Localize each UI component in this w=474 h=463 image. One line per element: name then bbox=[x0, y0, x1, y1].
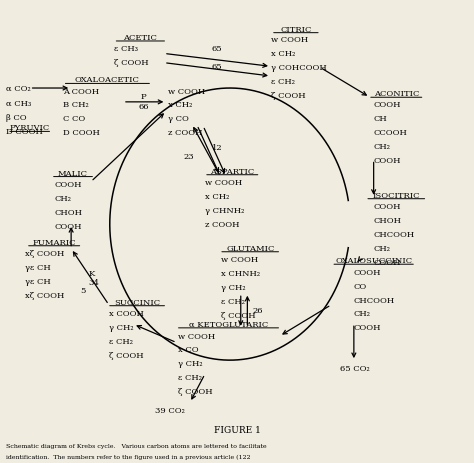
Text: COOH: COOH bbox=[374, 203, 401, 211]
Text: D COOH: D COOH bbox=[63, 129, 100, 137]
Text: γε CH: γε CH bbox=[25, 277, 51, 286]
Text: CH₂: CH₂ bbox=[54, 194, 71, 203]
Text: α CO₂: α CO₂ bbox=[6, 85, 31, 93]
Text: identification.  The numbers refer to the figure used in a previous article (122: identification. The numbers refer to the… bbox=[6, 453, 251, 458]
Text: COOH: COOH bbox=[354, 269, 382, 276]
Text: A COOH: A COOH bbox=[63, 88, 99, 95]
Text: CHCOOH: CHCOOH bbox=[354, 296, 395, 304]
Text: ζ COOH: ζ COOH bbox=[109, 351, 144, 359]
Text: α CH₃: α CH₃ bbox=[6, 100, 31, 108]
Text: w COOH: w COOH bbox=[221, 256, 258, 264]
Text: 65: 65 bbox=[212, 45, 222, 53]
Text: γ CO: γ CO bbox=[168, 115, 189, 123]
Text: CHOH: CHOH bbox=[374, 217, 401, 225]
Text: D COOH: D COOH bbox=[6, 127, 43, 136]
Text: x CH₂: x CH₂ bbox=[168, 101, 192, 109]
Text: ISOCITRIC: ISOCITRIC bbox=[373, 191, 420, 199]
Text: OXALOSUCCINIC: OXALOSUCCINIC bbox=[335, 257, 412, 265]
Text: PYRUVIC: PYRUVIC bbox=[9, 124, 50, 132]
Text: x CHNH₂: x CHNH₂ bbox=[221, 270, 260, 278]
Text: γ CHNH₂: γ CHNH₂ bbox=[205, 206, 244, 215]
Text: COOH: COOH bbox=[354, 324, 382, 332]
Text: ε CH₂: ε CH₂ bbox=[109, 338, 133, 345]
Text: CH₂: CH₂ bbox=[374, 244, 391, 252]
Text: z COOH: z COOH bbox=[205, 220, 239, 228]
Text: CO: CO bbox=[354, 282, 367, 290]
Text: w COOH: w COOH bbox=[168, 88, 205, 95]
Text: CHCOOH: CHCOOH bbox=[374, 231, 415, 238]
Text: 65 CO₂: 65 CO₂ bbox=[340, 364, 369, 372]
Text: 66: 66 bbox=[138, 103, 149, 111]
Text: ε CH₂: ε CH₂ bbox=[178, 373, 202, 381]
Text: MALIC: MALIC bbox=[58, 169, 88, 177]
Text: x COOH: x COOH bbox=[109, 310, 144, 318]
Text: 34: 34 bbox=[88, 278, 99, 286]
Text: CH₂: CH₂ bbox=[354, 310, 371, 318]
Text: 12: 12 bbox=[212, 144, 222, 152]
Text: ASPARTIC: ASPARTIC bbox=[210, 167, 255, 175]
Text: C CO: C CO bbox=[63, 115, 85, 123]
Text: w COOH: w COOH bbox=[205, 179, 242, 187]
Text: γ CH₂: γ CH₂ bbox=[178, 359, 203, 368]
Text: CCOOH: CCOOH bbox=[374, 129, 408, 137]
Text: x CH₂: x CH₂ bbox=[271, 50, 295, 58]
Text: x CH₂: x CH₂ bbox=[205, 193, 229, 201]
Text: COOH: COOH bbox=[374, 101, 401, 109]
Text: COOH: COOH bbox=[374, 156, 401, 164]
Text: CITRIC: CITRIC bbox=[280, 25, 311, 34]
Text: P: P bbox=[141, 93, 146, 101]
Text: ζ COOH: ζ COOH bbox=[221, 311, 255, 319]
Text: 26: 26 bbox=[253, 307, 263, 315]
Text: γε CH: γε CH bbox=[25, 264, 51, 272]
Text: ε CH₂: ε CH₂ bbox=[221, 297, 245, 305]
Text: OXALOACETIC: OXALOACETIC bbox=[75, 76, 140, 84]
Text: GLUTAMIC: GLUTAMIC bbox=[226, 244, 274, 252]
Text: FUMARIC: FUMARIC bbox=[32, 238, 76, 246]
Text: Schematic diagram of Krebs cycle.   Various carbon atoms are lettered to facilit: Schematic diagram of Krebs cycle. Variou… bbox=[6, 443, 267, 448]
Text: γ COHCOOH: γ COHCOOH bbox=[271, 64, 327, 72]
Text: FIGURE 1: FIGURE 1 bbox=[214, 425, 260, 434]
Text: 39 CO₂: 39 CO₂ bbox=[155, 407, 185, 414]
Text: w COOH: w COOH bbox=[178, 332, 215, 340]
Text: x CO: x CO bbox=[178, 346, 199, 354]
Text: 23: 23 bbox=[183, 153, 194, 161]
Text: z COOH: z COOH bbox=[168, 129, 202, 137]
Text: CH: CH bbox=[374, 115, 387, 123]
Text: 65: 65 bbox=[212, 63, 222, 71]
Text: ε CH₂: ε CH₂ bbox=[271, 78, 295, 86]
Text: CH₂: CH₂ bbox=[374, 143, 391, 150]
Text: COOH: COOH bbox=[374, 258, 401, 266]
Text: B CH₂: B CH₂ bbox=[63, 101, 88, 109]
Text: ACETIC: ACETIC bbox=[123, 34, 157, 42]
Text: β CO: β CO bbox=[6, 114, 27, 122]
Text: SUCCINIC: SUCCINIC bbox=[114, 298, 160, 306]
Text: COOH: COOH bbox=[54, 181, 82, 189]
Text: COOH: COOH bbox=[54, 222, 82, 230]
Text: ζ COOH: ζ COOH bbox=[271, 92, 306, 100]
Text: γ CH₂: γ CH₂ bbox=[221, 283, 246, 292]
Text: K: K bbox=[89, 270, 95, 278]
Text: ACONITIC: ACONITIC bbox=[374, 90, 419, 98]
Text: xζ COOH: xζ COOH bbox=[25, 291, 64, 299]
Text: γ CH₂: γ CH₂ bbox=[109, 324, 134, 332]
Text: ζ COOH: ζ COOH bbox=[114, 58, 148, 66]
Text: w COOH: w COOH bbox=[271, 37, 308, 44]
Text: α KETOGLUTARIC: α KETOGLUTARIC bbox=[189, 320, 268, 328]
Text: ε CH₃: ε CH₃ bbox=[114, 44, 137, 53]
Text: CHOH: CHOH bbox=[54, 208, 82, 217]
Text: ζ COOH: ζ COOH bbox=[178, 387, 213, 395]
Text: xζ COOH: xζ COOH bbox=[25, 250, 64, 258]
Text: 5: 5 bbox=[81, 286, 86, 294]
